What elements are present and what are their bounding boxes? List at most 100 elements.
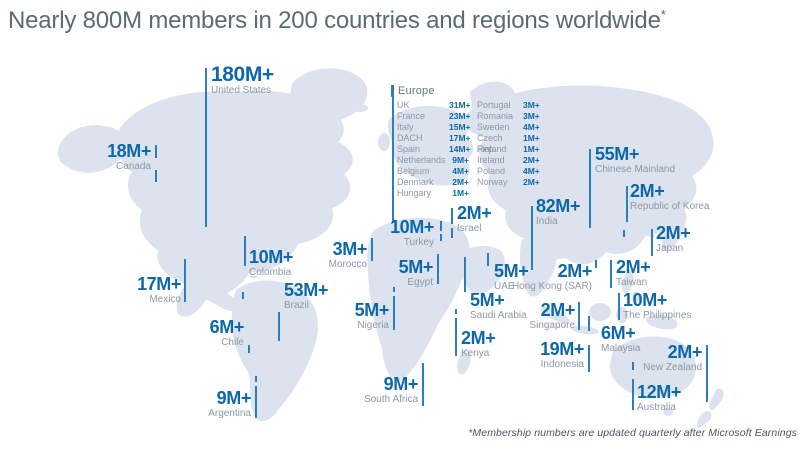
leader-line [255,376,257,382]
country-label: Brazil [284,300,310,311]
europe-member-count: 23M+ [449,111,471,121]
europe-member-count: 4M+ [523,166,540,176]
europe-panel: Europe [391,85,435,97]
leader-line [451,228,453,238]
member-count: 55M+ [595,144,639,164]
marker-canada: 18M+ Canada [107,142,151,172]
europe-column-gap [469,177,477,188]
member-count: 5M+ [494,261,529,281]
country-label: Turkey [403,237,434,248]
leader-line [610,260,612,288]
europe-member-count: 4M+ [523,122,540,132]
leader-line [278,312,280,341]
footnote: *Membership numbers are updated quarterl… [468,427,797,439]
europe-country-label: Czech Rep. [477,133,503,154]
europe-country-label: DACH [397,133,423,143]
member-count: 9M+ [383,374,419,394]
leader-line [393,287,395,292]
marker-india: 82M+ India [536,196,580,227]
marker-united-states: 180M+ United States [211,64,274,96]
europe-member-count: 3M+ [523,100,540,110]
member-count: 2M+ [630,181,665,201]
marker-morocco: 3M+ Morocco [329,240,368,270]
marker-saudi-arabia: 5M+ Saudi Arabia [470,290,527,321]
europe-member-count: 1M+ [523,133,540,143]
leader-line [626,186,628,222]
europe-country-label: Norway [477,177,508,187]
leader-line [242,292,244,299]
marker-malaysia: 6M+ Malaysia [601,324,640,354]
europe-country-label: UK [397,100,410,110]
europe-country-label: Netherlands [397,155,446,165]
europe-country-label: Hungary [397,188,432,198]
member-count: 2M+ [457,203,492,223]
marker-kenya: 2M+ Kenya [461,328,496,359]
europe-column-gap [469,144,477,155]
member-count: 2M+ [667,342,703,362]
country-label: Singapore [529,320,575,331]
europe-header-bar [391,85,394,97]
member-count: 82M+ [536,196,580,216]
marker-japan: 2M+ Japan [656,224,691,254]
country-label: India [536,216,558,227]
leader-line [422,363,424,406]
leader-line [531,206,533,270]
europe-member-count: 2M+ [523,155,540,165]
leader-line [440,221,442,231]
marker-egypt: 5M+ Egypt [399,258,434,288]
member-count: 5M+ [470,290,505,310]
europe-country-label: Romania [477,111,514,121]
europe-row: Italy 15M+ Sweden 4M+ [397,122,541,133]
country-label: Argentina [208,408,251,419]
leader-line [632,379,634,410]
leader-line [451,208,453,224]
marker-republic-of-korea: 2M+ Republic of Korea [630,181,710,212]
europe-panel-header: Europe [391,85,435,97]
leader-line [588,316,590,331]
country-label: Chinese Mainland [595,164,676,175]
member-count: 2M+ [540,300,576,320]
country-label: Hong Kong (SAR) [511,281,592,292]
marker-argentina: 9M+ Argentina [208,388,252,419]
country-label: Colombia [249,267,292,278]
europe-row: UK 31M+ Portugal 3M+ [397,100,541,111]
leader-line [487,253,489,266]
member-count: 2M+ [461,328,496,348]
leader-line [595,260,597,268]
country-label: Nigeria [357,320,389,331]
europe-panel-title: Europe [398,85,435,97]
leader-line [155,145,157,158]
member-count: 5M+ [354,300,390,320]
europe-member-count [523,188,541,199]
country-label: Chile [221,337,244,348]
europe-member-count: 3M+ [523,111,540,121]
country-label: South Africa [364,394,418,405]
marker-chile: 6M+ Chile [210,318,245,348]
europe-country-label [477,188,523,199]
country-label: Mexico [149,294,181,305]
marker-indonesia: 19M+ Indonesia [540,340,584,370]
member-count: 10M+ [390,217,434,237]
member-count: 2M+ [557,261,593,281]
europe-country-label: Spain [397,144,421,154]
europe-member-count: 4M+ [452,166,469,176]
leader-line [651,229,653,256]
leader-line [244,236,246,266]
country-label: Canada [115,161,151,172]
marker-mexico: 17M+ Mexico [137,275,181,305]
leader-line [589,149,591,228]
country-label: Republic of Korea [630,201,710,212]
marker-hong-kong: 2M+ Hong Kong (SAR) [511,261,593,292]
marker-south-africa: 9M+ South Africa [364,374,419,405]
europe-country-label: Denmark [397,177,434,187]
member-count: 9M+ [216,388,252,408]
marker-uae: 5M+ UAE [494,261,529,292]
marker-turkey: 10M+ Turkey [390,217,434,248]
marker-israel: 2M+ Israel [457,203,492,234]
europe-row: DACH 17M+ Czech Rep. 1M+ [397,133,541,154]
europe-row: Denmark 2M+ Norway 2M+ [397,177,541,188]
europe-member-count: 2M+ [523,177,540,187]
europe-member-count: 1M+ [452,188,469,198]
